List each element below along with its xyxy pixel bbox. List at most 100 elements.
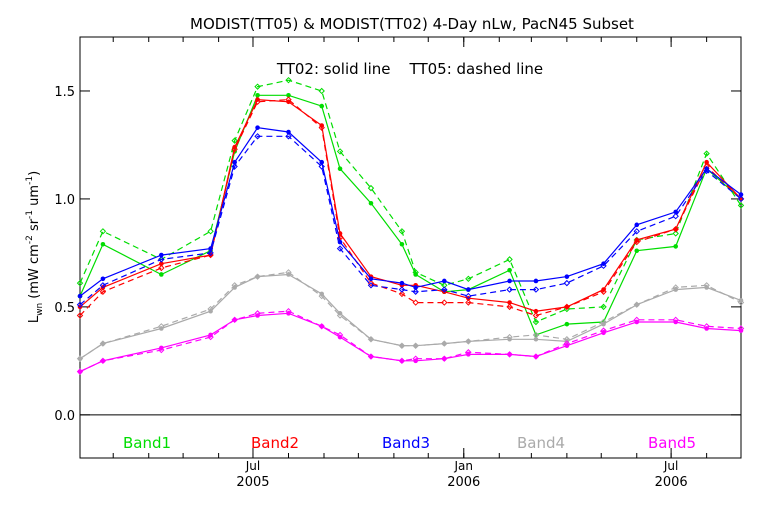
data-point — [76, 312, 84, 319]
series-line — [79, 310, 742, 373]
x-tick-label-month: Jul — [245, 459, 260, 473]
data-point — [77, 293, 83, 299]
y-label-mid1: sr — [27, 218, 42, 235]
data-point — [232, 159, 237, 165]
chart-title: MODIST(TT05) & MODIST(TT02) 4-Day nLw, P… — [190, 15, 634, 33]
data-point — [412, 342, 419, 349]
y-axis: 0.0 0.5 1.0 1.5 — [54, 85, 741, 424]
data-point — [398, 286, 406, 293]
data-point — [336, 148, 344, 155]
data-point — [207, 305, 214, 313]
series-line — [79, 79, 742, 323]
data-point — [367, 184, 375, 192]
data-point — [158, 346, 165, 354]
data-point — [441, 340, 448, 347]
data-point — [318, 163, 325, 170]
data-point — [367, 282, 375, 289]
data-point — [318, 87, 325, 95]
data-point — [254, 83, 261, 90]
data-point — [398, 357, 406, 365]
data-point — [672, 230, 679, 237]
data-point — [507, 278, 512, 284]
data-point — [532, 318, 540, 326]
data-point — [441, 286, 448, 293]
data-point — [441, 356, 447, 361]
data-point — [398, 290, 406, 298]
data-point — [99, 357, 107, 365]
data-point — [367, 279, 375, 287]
data-point — [465, 275, 472, 283]
y-tick-label: 0.5 — [54, 301, 75, 316]
data-point — [532, 286, 540, 293]
data-point — [563, 303, 571, 311]
data-point — [441, 282, 448, 289]
data-point — [254, 98, 261, 105]
data-point — [158, 323, 165, 330]
y-label-exp3: -1 — [25, 176, 35, 185]
y-label-close: ) — [27, 171, 42, 176]
data-point — [441, 278, 447, 284]
data-point — [159, 272, 164, 277]
data-point — [704, 159, 709, 165]
data-point — [254, 133, 261, 140]
data-point — [600, 262, 607, 270]
data-point — [507, 300, 512, 305]
data-point — [254, 273, 261, 280]
series-band3-dashed — [76, 133, 745, 308]
data-point — [600, 318, 607, 326]
data-point — [231, 163, 238, 170]
data-point — [100, 276, 106, 282]
data-point — [76, 368, 84, 375]
data-point — [673, 209, 679, 215]
data-point — [231, 316, 238, 324]
data-point — [208, 246, 213, 251]
data-point — [231, 282, 238, 289]
data-point — [672, 225, 679, 233]
data-point — [319, 324, 325, 329]
data-point — [76, 301, 84, 308]
data-point — [412, 288, 419, 295]
data-point — [633, 316, 640, 324]
data-point — [600, 327, 607, 334]
data-point — [99, 340, 107, 347]
data-point — [76, 279, 84, 287]
x-tick-label-month: Jul — [663, 459, 678, 473]
x-tick-label-year: 2006 — [655, 475, 688, 490]
data-point — [285, 269, 292, 276]
data-point — [398, 228, 406, 235]
data-point — [600, 303, 607, 311]
data-point — [318, 292, 325, 300]
line-style-annotation: TT02: solid line TT05: dashed line — [276, 60, 543, 78]
series-line — [79, 98, 742, 312]
data-point — [465, 349, 472, 356]
data-point — [533, 308, 539, 314]
data-point — [286, 129, 291, 135]
data-point — [672, 316, 679, 324]
data-point — [466, 287, 471, 292]
y-tick-label: 1.0 — [54, 193, 75, 208]
data-point — [336, 312, 344, 319]
data-point — [563, 340, 571, 347]
data-point — [737, 325, 745, 332]
data-point — [159, 252, 164, 258]
data-point — [399, 241, 405, 247]
data-point — [737, 195, 745, 203]
data-point — [207, 228, 214, 235]
data-point — [506, 303, 513, 311]
data-point — [318, 323, 325, 330]
data-point — [99, 228, 107, 235]
data-point — [367, 336, 375, 343]
data-point — [399, 343, 405, 349]
data-point — [158, 256, 165, 263]
data-point — [465, 299, 472, 306]
data-point — [703, 167, 710, 175]
y-label-main: L — [27, 315, 42, 323]
data-point — [738, 192, 744, 197]
data-point — [672, 212, 679, 220]
data-point — [254, 310, 261, 317]
data-point — [158, 264, 165, 272]
data-point — [506, 286, 513, 293]
y-label-sub: wn — [35, 303, 45, 316]
data-point — [600, 288, 607, 295]
data-point — [412, 355, 419, 362]
